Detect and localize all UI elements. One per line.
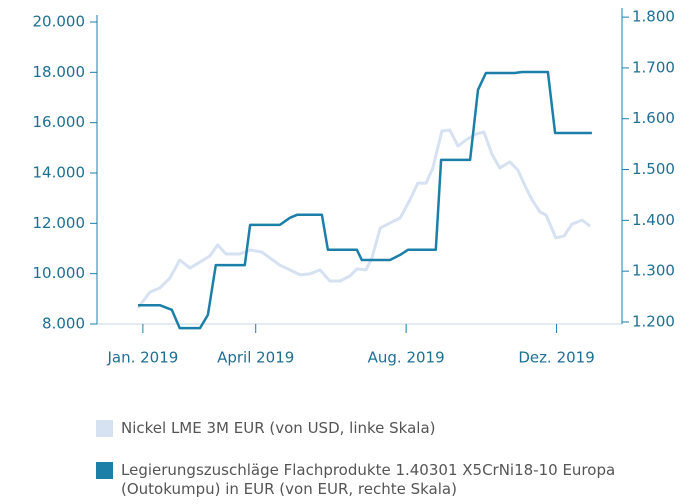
y2-tick-label: 1.600 (632, 109, 675, 127)
series-line (136, 128, 591, 309)
legend-swatch (96, 420, 113, 437)
y2-tick-label: 1.700 (632, 58, 675, 76)
x-tick-label: Jan. 2019 (106, 349, 178, 367)
legend-item: Nickel LME 3M EUR (von USD, linke Skala) (96, 419, 656, 438)
y2-tick-label: 1.300 (632, 262, 675, 280)
y-tick-label: 14.000 (33, 163, 86, 181)
x-tick-label: April 2019 (217, 349, 294, 367)
x-tick-label: Dez. 2019 (518, 349, 594, 367)
series-line (138, 70, 592, 330)
y2-tick-label: 1.800 (632, 8, 675, 26)
legend-item: Legierungszuschläge Flachprodukte 1.4030… (96, 461, 656, 499)
y2-tick-label: 1.400 (632, 211, 675, 229)
legend-label: Legierungszuschläge Flachprodukte 1.4030… (121, 461, 616, 498)
y-tick-label: 16.000 (33, 113, 86, 131)
chart: 8.000 10.000 12.000 14.000 16.000 18.000 20.00… (33, 8, 675, 367)
y2-tick-label: 1.200 (632, 312, 675, 330)
y2-tick-label: 1.500 (632, 160, 675, 178)
legend-swatch (96, 462, 113, 479)
y-tick-label: 8.000 (42, 315, 85, 333)
y-tick-label: 18.000 (33, 63, 86, 81)
x-tick-label: Aug. 2019 (368, 349, 445, 367)
y-tick-label: 12.000 (33, 214, 86, 232)
legend-label: Nickel LME 3M EUR (von USD, linke Skala) (121, 419, 436, 437)
y-tick-label: 20.000 (33, 12, 86, 30)
y-tick-label: 10.000 (33, 264, 86, 282)
